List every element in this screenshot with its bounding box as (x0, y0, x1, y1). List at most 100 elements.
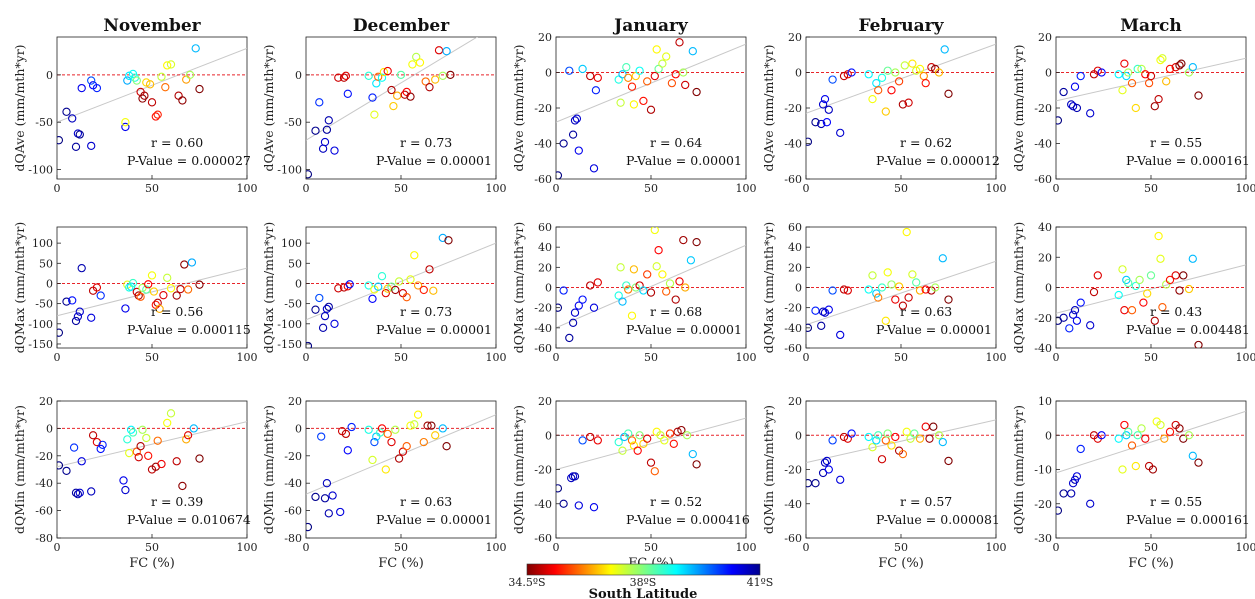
data-point (402, 442, 411, 451)
p-value: P-Value = 0.000161 (1126, 153, 1250, 168)
data-point (654, 64, 663, 74)
data-point (586, 281, 595, 290)
data-point (142, 78, 151, 87)
data-point (646, 288, 656, 297)
data-point (166, 60, 176, 69)
y-tick-label: 0 (1045, 429, 1052, 442)
scatter-panel: -60 -40 -20 0 20 40 60 0 50 100 dQMax (mm/mth*yr) r… (511, 221, 757, 364)
data-point (639, 286, 648, 295)
data-point (578, 295, 587, 304)
r-value: r = 0.39 (151, 494, 203, 509)
data-point (315, 98, 324, 107)
x-tick-label: 100 (1236, 182, 1255, 195)
data-point (328, 491, 337, 500)
data-point (877, 455, 887, 464)
data-point (431, 75, 440, 84)
data-point (444, 236, 453, 245)
data-point (593, 436, 602, 445)
data-point (839, 432, 849, 442)
data-point (881, 316, 890, 325)
data-point (1133, 64, 1142, 74)
data-point (591, 86, 601, 95)
x-tick-label: 100 (1236, 351, 1255, 364)
data-point (614, 437, 623, 447)
data-point (1158, 303, 1167, 312)
data-point (1120, 59, 1129, 68)
y-tick-label: -10 (1034, 464, 1052, 477)
r-value: r = 0.68 (650, 304, 702, 319)
data-point (1165, 427, 1175, 436)
y-tick-label: -60 (784, 342, 802, 355)
y-axis-label: dQMax (mm/mth*yr) (261, 222, 276, 353)
data-point (898, 449, 908, 459)
data-point (904, 98, 913, 107)
data-point (622, 281, 631, 290)
y-axis-label: dQMin (mm/mth*yr) (511, 405, 526, 534)
y-tick-label: 0 (545, 429, 552, 442)
data-point (383, 66, 392, 76)
data-point (1120, 420, 1129, 430)
p-value: P-Value = 0.00001 (376, 153, 492, 168)
data-point (658, 59, 667, 68)
y-axis-label: dQAve (mm/mth*yr) (1011, 44, 1026, 171)
data-point (374, 282, 383, 291)
data-point (195, 280, 204, 289)
data-point (410, 251, 419, 260)
data-point (806, 137, 813, 146)
data-point (567, 473, 576, 483)
data-point (938, 437, 947, 447)
data-point (572, 114, 582, 123)
data-point (415, 58, 425, 67)
y-tick-label: -20 (1034, 312, 1052, 325)
data-point (822, 456, 832, 466)
data-point (178, 481, 187, 491)
scatter-panel: -80 -60 -40 -20 0 20 0 50 100 dQMin (mm/mth*yr) r … (261, 395, 507, 571)
data-point (324, 302, 333, 312)
r-value: r = 0.63 (900, 304, 952, 319)
data-point (868, 443, 877, 452)
x-tick-label: 0 (803, 351, 810, 364)
data-point (423, 421, 432, 430)
y-tick-label: -20 (284, 450, 302, 463)
data-point (1089, 287, 1099, 297)
data-point (446, 70, 455, 80)
data-point (151, 112, 160, 121)
data-point (817, 119, 826, 129)
data-point (908, 59, 917, 68)
data-point (180, 260, 189, 269)
x-tick-label: 50 (394, 541, 408, 554)
x-tick-label: 50 (644, 541, 658, 554)
data-point (570, 116, 580, 125)
data-point (368, 93, 377, 102)
scatter-panel: -100 -50 0 0 50 100 dQAve (mm/mth*yr) r = 0.60 P… (12, 36, 258, 195)
data-point (145, 80, 155, 89)
data-point (570, 472, 580, 481)
data-point (311, 492, 320, 502)
trend-line (806, 260, 996, 326)
r-value: r = 0.73 (400, 135, 452, 150)
x-tick-label: 100 (736, 541, 757, 554)
data-point (839, 285, 849, 294)
y-tick-label: -50 (284, 116, 302, 129)
data-point (187, 258, 197, 267)
data-point (383, 429, 392, 439)
x-axis-label: FC (%) (129, 556, 175, 571)
x-tick-label: 0 (1053, 182, 1060, 195)
data-point (1188, 451, 1197, 460)
x-tick-label: 0 (303, 351, 310, 364)
x-tick-label: 50 (894, 182, 908, 195)
data-point (322, 304, 332, 314)
x-tick-label: 0 (553, 541, 560, 554)
data-point (413, 281, 423, 290)
data-point (586, 71, 595, 81)
data-point (123, 76, 132, 85)
r-value: r = 0.55 (1150, 494, 1202, 509)
y-tick-label: -50 (35, 298, 53, 311)
data-point (662, 287, 671, 296)
r-value: r = 0.43 (1150, 304, 1202, 319)
data-point (692, 460, 701, 469)
data-point (1086, 109, 1095, 118)
data-point (650, 227, 659, 235)
data-point (940, 45, 949, 54)
data-point (874, 431, 883, 440)
